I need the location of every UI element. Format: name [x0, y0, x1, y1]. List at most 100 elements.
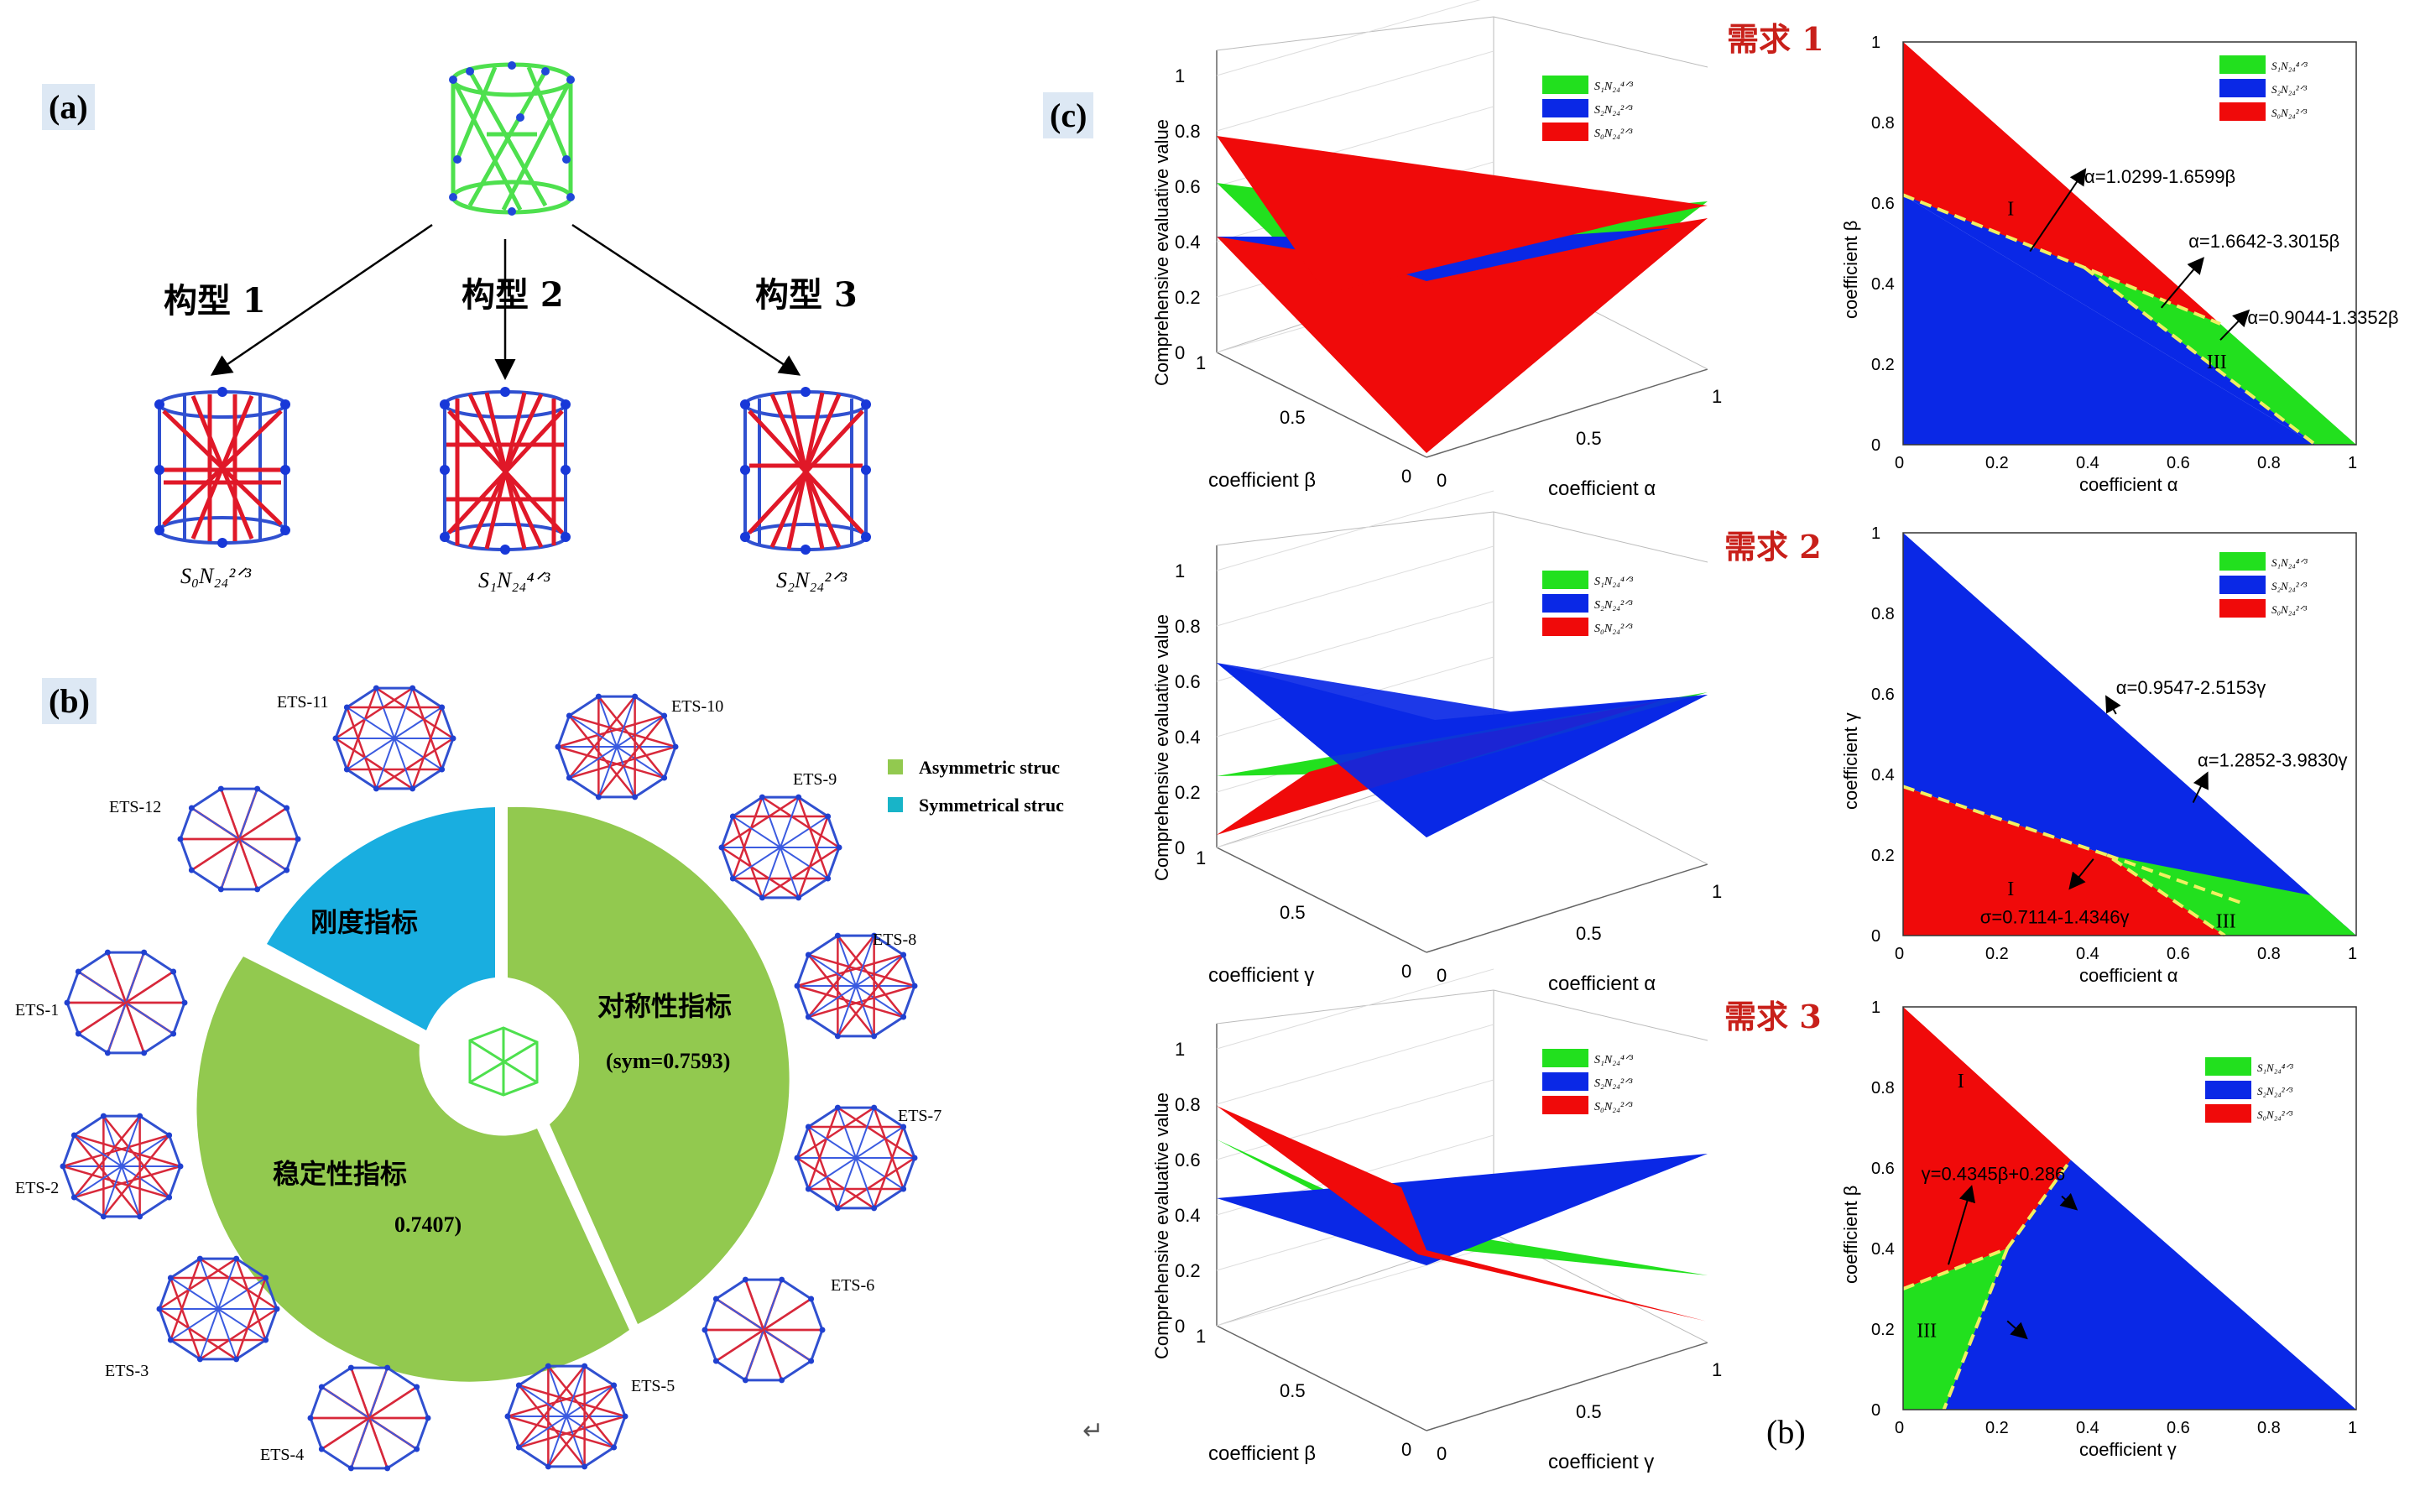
annot-arrow [2068, 858, 2094, 890]
z-axis-label: Comprehensive evaluative value [1151, 1092, 1172, 1359]
ets-joint [60, 1163, 66, 1170]
ets-joint [871, 932, 878, 939]
region-label: I [2007, 198, 2014, 220]
legend-asym-swatch [888, 759, 903, 774]
region-label: III [2216, 910, 2236, 932]
legend2d-label: S₁N₂₄⁴ᐟ³ [2271, 60, 2308, 72]
ets-member [597, 696, 636, 798]
x-tick-label: 0 [1895, 945, 1904, 963]
ets-joint [384, 1364, 391, 1371]
ets-joint [233, 1356, 240, 1363]
ets-joint [141, 949, 148, 956]
legend2d-label: S₂N₂₄²ᐟ³ [2271, 580, 2308, 592]
panel-b-label: (b) [42, 678, 96, 724]
ets-joint [900, 1124, 907, 1130]
base-tick-label: 0.5 [1576, 923, 1602, 944]
ets-member [507, 1384, 614, 1418]
ets-member [807, 1107, 839, 1190]
ets-node-10 [156, 1255, 280, 1363]
ets-joint [284, 867, 290, 873]
ets-joint [871, 1033, 878, 1040]
sector-symmetry [508, 806, 790, 1324]
legend3d-label: S₀N₂₄²ᐟ³ [1594, 128, 1633, 140]
ets-joint [805, 952, 811, 958]
ets-joint [834, 1033, 841, 1040]
ets-member [873, 1107, 905, 1190]
legend2d-label: S₁N₂₄⁴ᐟ³ [2271, 556, 2308, 569]
center-structure-icon [468, 1026, 539, 1097]
ets-joint [805, 1186, 811, 1192]
legend2d-swatch [2219, 599, 2266, 618]
ets-joint [233, 1255, 240, 1262]
z-gridline [1216, 968, 1494, 1050]
phase-axes-box [1902, 1006, 2357, 1410]
ets-joint [414, 1384, 420, 1390]
ets-joint [188, 805, 195, 811]
ets-joint [167, 1337, 174, 1343]
legend2d-label: S₂N₂₄²ᐟ³ [2257, 1085, 2293, 1098]
config-3-structure [743, 390, 868, 551]
ets-member [346, 706, 378, 790]
ets-joint [834, 1104, 841, 1111]
ets-joint [900, 1186, 907, 1192]
ets-joint [450, 735, 456, 742]
config-1-structure [158, 390, 287, 545]
ets-joint [100, 1113, 107, 1119]
ets-joint [718, 844, 725, 851]
ets-joint [871, 1104, 878, 1111]
ets-joint [825, 813, 832, 820]
ets-joint [217, 886, 224, 893]
ets-member [797, 816, 829, 899]
legend2d-label: S₀N₂₄²ᐟ³ [2257, 1108, 2293, 1121]
ets-joint [439, 704, 446, 711]
cylinder-nodes [449, 61, 575, 216]
ets-joint [75, 968, 81, 975]
x-tick-label: 0 [1895, 1419, 1904, 1437]
ets-label-3: ETS-12 [109, 798, 161, 816]
ets-node-6 [64, 949, 188, 1056]
ets-joint [75, 1030, 81, 1037]
ets-member [170, 1277, 201, 1360]
ets-member [732, 796, 764, 879]
y-tick-label: 0.2 [1871, 1321, 1895, 1339]
sector-symmetry-label: 对称性指标 [597, 990, 732, 1022]
ets-joint [911, 1155, 918, 1161]
legend2d-swatch [2205, 1057, 2251, 1076]
region-green [2084, 267, 2356, 445]
ets-member [807, 1126, 839, 1209]
annot-arrow [2161, 257, 2204, 309]
back-grid-top2 [1493, 16, 1708, 68]
ets-joint [661, 774, 668, 781]
sector-stability-label: 稳定性指标 [273, 1158, 407, 1190]
ets-joint [779, 1377, 785, 1384]
z-tick-label: 0.2 [1175, 287, 1201, 308]
z-tick-label: 0.2 [1175, 782, 1201, 803]
ets-member [102, 1115, 141, 1217]
x-tick-label: 0.8 [2257, 1419, 2281, 1437]
ets-joint [779, 1276, 785, 1283]
ets-label-4: ETS-9 [793, 770, 837, 789]
base-axis-2 [1426, 863, 1708, 953]
phase-y-label: coefficient γ [1840, 712, 1861, 810]
z-tick-label: 0.8 [1175, 121, 1201, 142]
ets-joint [274, 1306, 280, 1312]
ets-joint [141, 1050, 148, 1056]
ets-member [873, 1126, 905, 1209]
ets-joint [795, 794, 802, 800]
equation-label: α=1.0299-1.6599β [2084, 166, 2235, 187]
y-tick-label: 0.4 [1871, 766, 1895, 785]
legend3d-label: S₀N₂₄²ᐟ³ [1594, 623, 1633, 635]
ets-joint [515, 1444, 522, 1451]
sector-rigid-label: 刚度指标 [310, 906, 418, 938]
y-tick-label: 0.4 [1871, 275, 1895, 294]
region-blue [1903, 195, 2316, 445]
phase-plot-1: α=1.0299-1.6599β α=1.6642-3.3015β α=0.9044… [1840, 34, 2399, 495]
legend3d-label: S₁N₂₄⁴ᐟ³ [1594, 81, 1634, 93]
y-tick-label: 0.4 [1871, 1240, 1895, 1259]
ets-joint [545, 1463, 551, 1470]
ets-joint [900, 952, 907, 958]
phase-axes-box [1902, 41, 2357, 446]
